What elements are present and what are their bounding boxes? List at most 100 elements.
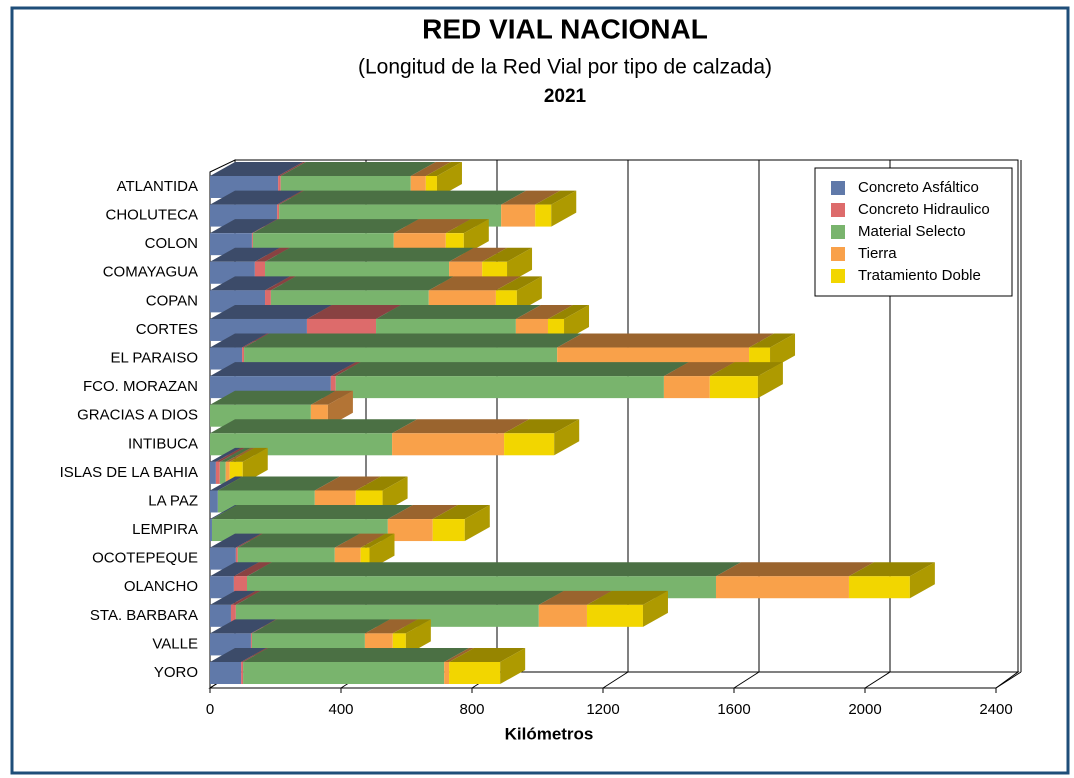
legend-label: Concreto Asfáltico [858, 179, 979, 196]
bar-top [715, 562, 874, 577]
bar [242, 347, 245, 370]
bar-top [230, 590, 261, 605]
bar [265, 290, 271, 313]
bar-top [210, 562, 259, 577]
bar-side [464, 505, 490, 542]
bar-top [586, 590, 668, 605]
bar-top [360, 533, 395, 548]
bar [504, 433, 555, 456]
bar-top [444, 648, 475, 662]
bar-top [210, 219, 277, 234]
bar [715, 576, 849, 599]
bar-top [749, 333, 796, 348]
bar-side [642, 590, 668, 627]
y-tick-label: EL PARAISO [110, 349, 198, 366]
bar-top [547, 304, 590, 319]
bar-side [770, 333, 796, 370]
bar-top [557, 333, 775, 348]
bar [444, 662, 450, 684]
bar-side [551, 190, 577, 227]
bar [278, 176, 281, 198]
bar-top [229, 447, 268, 462]
bar [219, 461, 226, 484]
bar-top [449, 648, 526, 662]
legend-swatch [831, 181, 845, 195]
y-tick-label: OCOTEPEQUE [92, 550, 198, 567]
bar-top [210, 304, 332, 319]
bar-top [235, 590, 564, 605]
bar [241, 662, 244, 684]
bar-top [210, 590, 256, 605]
bar [432, 519, 465, 542]
y-tick-label: COLON [145, 235, 198, 252]
bar-top [848, 562, 935, 577]
bar [210, 604, 231, 627]
bar-top [217, 476, 340, 491]
bar-top [210, 619, 276, 634]
bar-top [210, 190, 303, 205]
bar-top [242, 333, 270, 348]
bar [709, 376, 758, 399]
y-tick-label: LEMPIRA [132, 521, 198, 538]
bar-top [392, 419, 530, 434]
bar-top [237, 533, 360, 548]
y-tick-label: ISLAS DE LA BAHIA [60, 464, 198, 481]
bar-side [909, 562, 935, 599]
frame [10, 6, 1070, 775]
bar-top [233, 562, 273, 577]
bar-top [535, 190, 577, 205]
chart-year: 2021 [544, 86, 587, 107]
bar-top [215, 447, 245, 462]
bar [501, 204, 536, 227]
bar-top [335, 362, 689, 377]
y-tick-label: INTIBUCA [128, 435, 198, 452]
bar-top [210, 447, 241, 462]
bar-side [436, 162, 462, 198]
bar-top [254, 247, 291, 262]
bar-top [210, 505, 237, 520]
bar-top [410, 162, 451, 176]
bar-top [387, 505, 458, 520]
grid-line [995, 671, 1022, 689]
legend-label: Tratamiento Doble [858, 267, 981, 284]
bar [392, 433, 505, 456]
y-tick-label: CORTES [136, 321, 198, 338]
bar-top [482, 247, 533, 262]
bars [210, 162, 935, 684]
x-axis-label: Kilómetros [505, 724, 594, 743]
bar-top [251, 219, 278, 234]
bar-top [280, 162, 436, 176]
bar-top [210, 333, 268, 348]
y-tick-label: STA. BARBARA [90, 607, 198, 624]
bar-top [445, 219, 489, 234]
bar [210, 576, 234, 599]
bar [254, 261, 266, 284]
bar-top [279, 190, 527, 205]
bar-side [500, 648, 526, 684]
bar [663, 376, 710, 399]
bar-top [495, 276, 542, 291]
bar-top [210, 533, 261, 548]
bar [235, 547, 238, 570]
bar [210, 519, 212, 542]
legend-label: Material Selecto [858, 223, 966, 240]
x-tick-label: 800 [459, 701, 484, 718]
bar-side [554, 419, 580, 456]
y-tick-label: OLANCHO [124, 578, 198, 595]
bar [335, 376, 664, 399]
bar-side [327, 390, 353, 427]
bar-side [516, 276, 542, 313]
bar-top [278, 162, 306, 176]
grid-line [864, 671, 891, 689]
bar-side [382, 476, 408, 513]
bar-top [225, 447, 255, 462]
bar-top [252, 219, 419, 234]
legend-label: Tierra [858, 245, 897, 262]
grid-line [733, 671, 760, 689]
legend: Concreto Asfáltico Concreto Hidraulico Mat… [814, 167, 1013, 297]
bar [210, 461, 216, 484]
y-tick-label: FCO. MORAZAN [83, 378, 198, 395]
legend-swatch [831, 269, 845, 283]
bar-side [242, 447, 268, 484]
